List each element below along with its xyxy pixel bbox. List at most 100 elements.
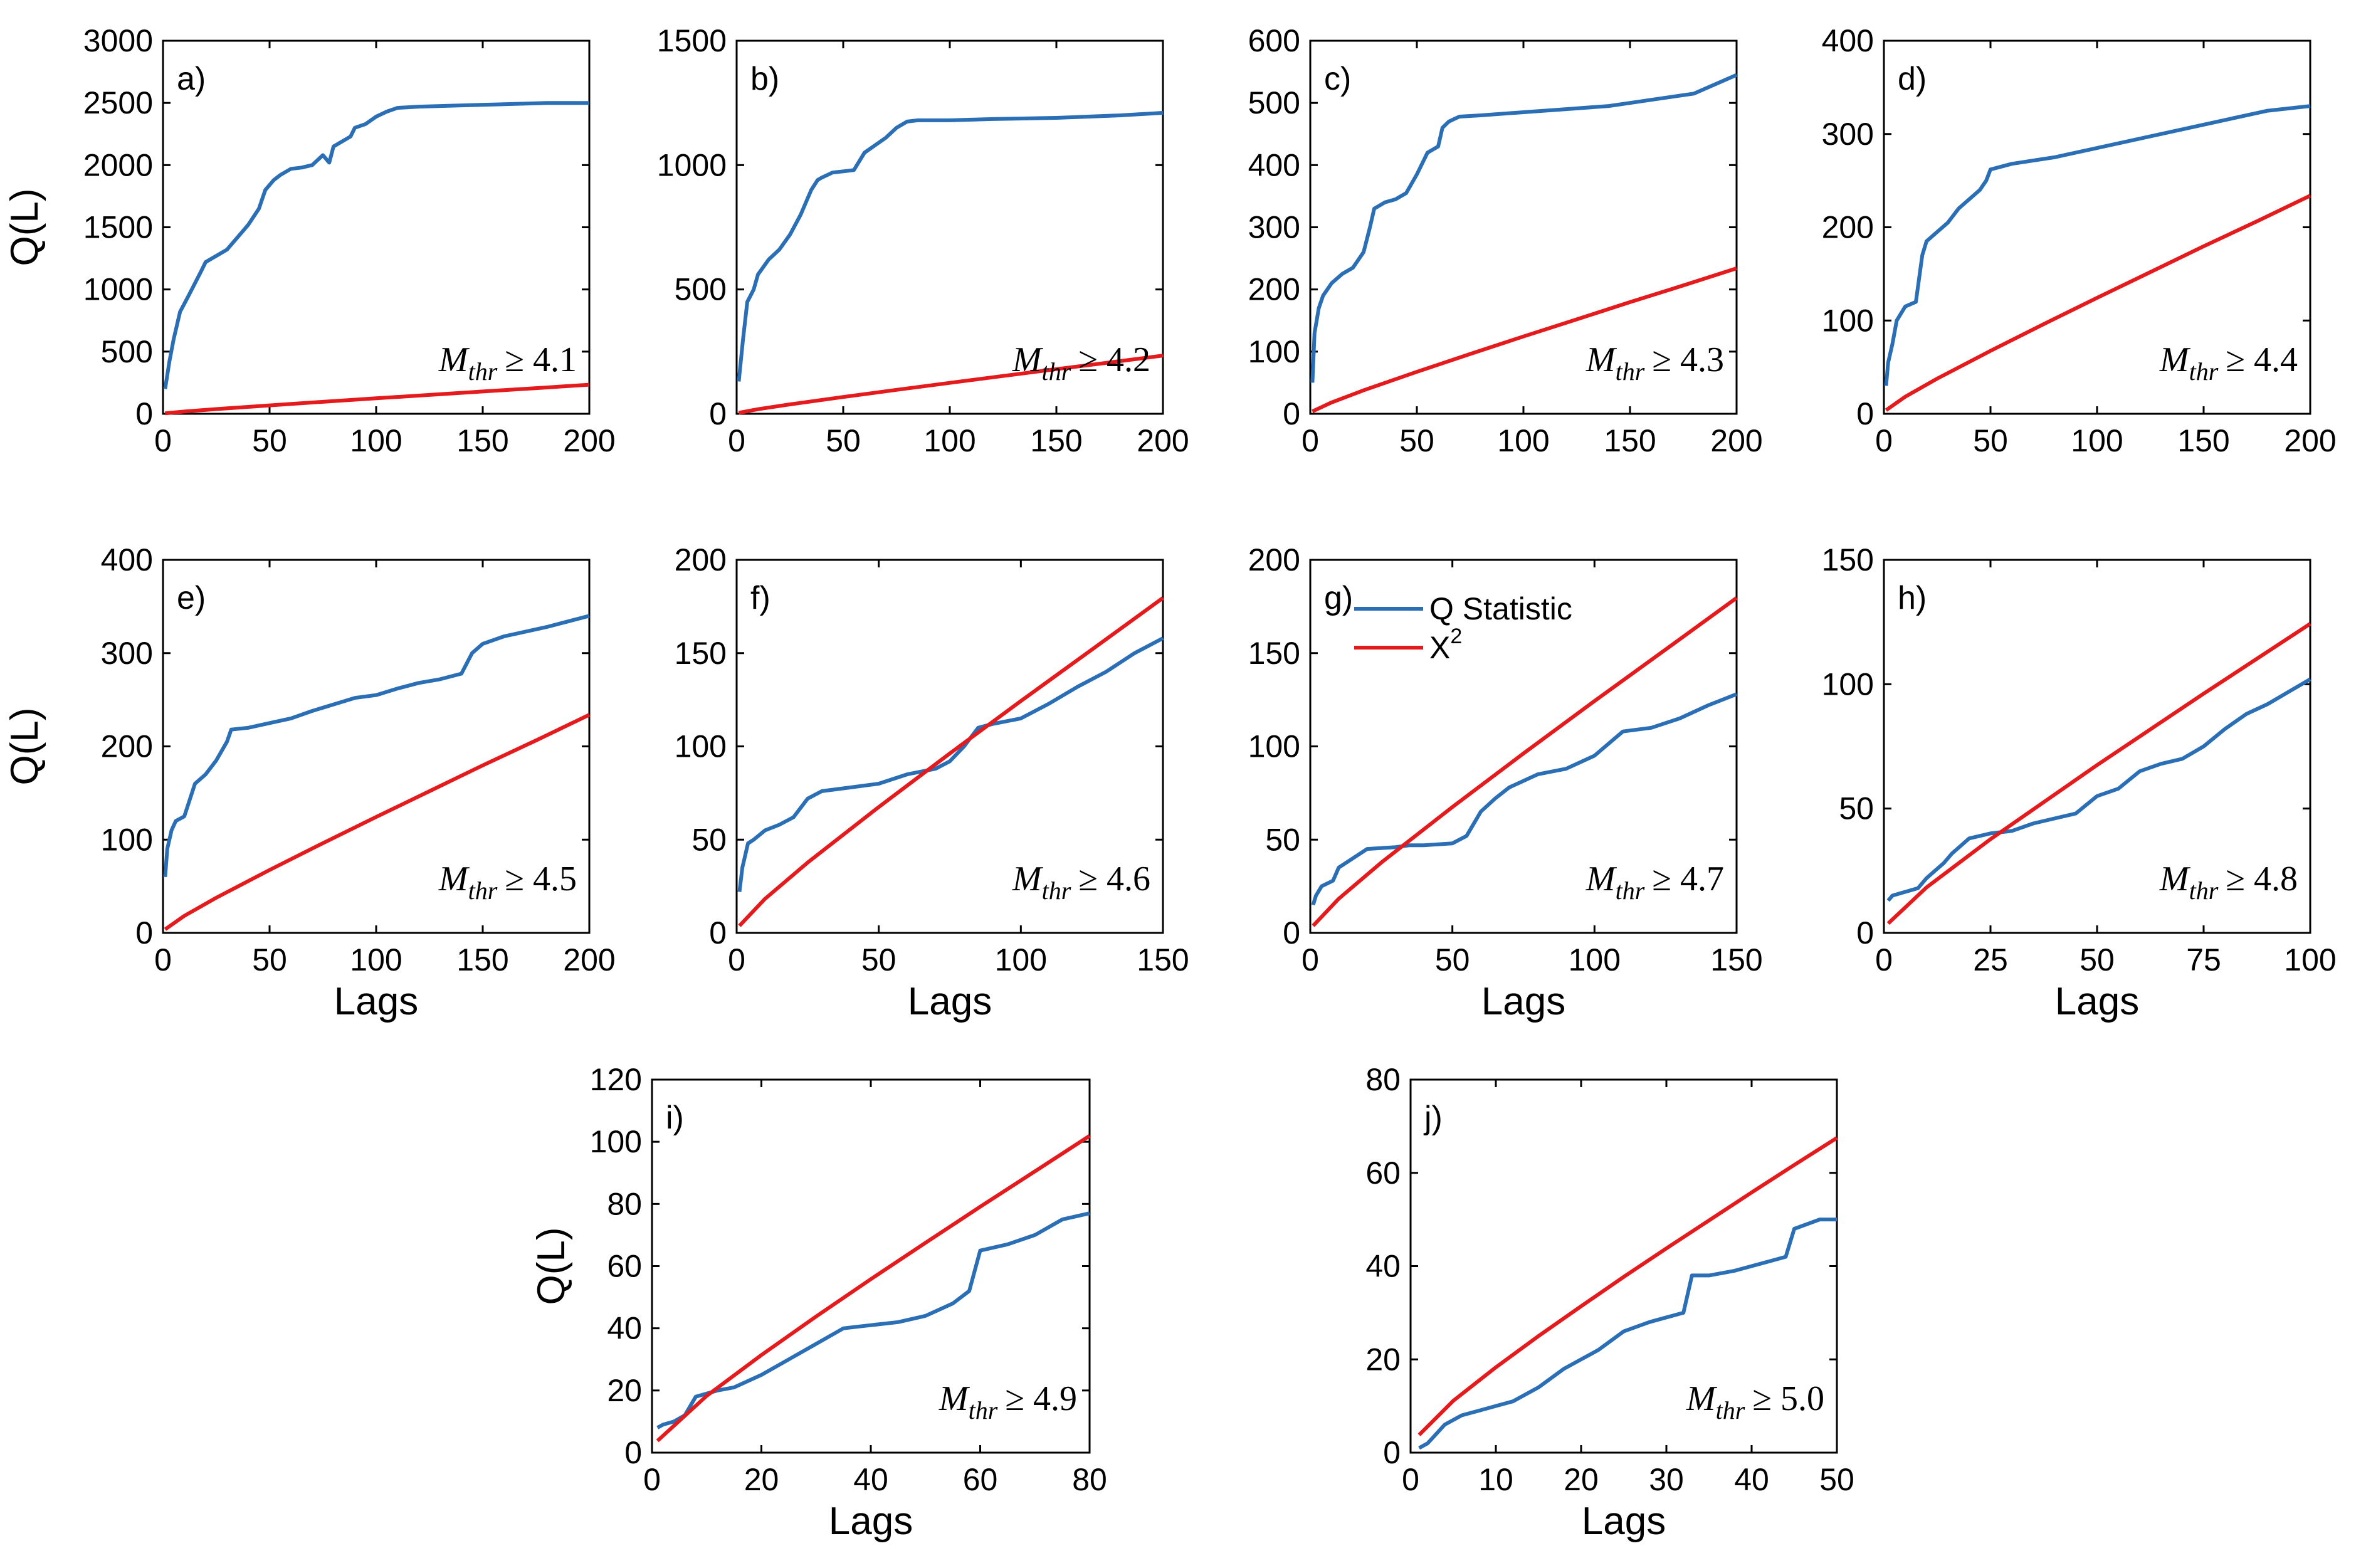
y-tick-label: 0 [709, 396, 727, 431]
x-tick-label: 25 [1973, 942, 2008, 977]
y-tick-label: 100 [1822, 303, 1874, 338]
panel-j: 0 10 20 30 40 50 0 20 40 60 80 Lags j) Mthr ≥ 5.0 [1365, 1062, 1854, 1543]
x-tick-label: 100 [923, 423, 975, 458]
x-tick-label: 0 [1301, 423, 1319, 458]
x-tick-label: 0 [154, 423, 172, 458]
chi-square-line [1312, 266, 1737, 413]
x-tick-label: 150 [456, 423, 508, 458]
y-tick-label: 0 [624, 1435, 642, 1470]
x-tick-label: 0 [728, 423, 745, 458]
x-tick-label: 100 [350, 423, 402, 458]
panel-label: d) [1898, 61, 1927, 97]
x-axis-label: Lags [334, 980, 418, 1023]
y-tick-label: 0 [1856, 915, 1874, 950]
y-tick-label: 80 [1365, 1062, 1401, 1097]
x-tick-label: 30 [1649, 1462, 1684, 1497]
panel-label: i) [666, 1100, 684, 1136]
y-tick-label: 120 [590, 1062, 642, 1097]
q-statistic-line [163, 101, 589, 389]
y-tick-label: 500 [101, 334, 153, 369]
y-tick-label: 100 [590, 1124, 642, 1159]
x-tick-label: 200 [1137, 423, 1189, 458]
x-tick-label: 20 [1564, 1462, 1599, 1497]
panel-c: 0 50 100 150 200 0 100 200 300 400 500 600 c) Mthr ≥ 4… [1248, 23, 1763, 458]
x-tick-label: 100 [1569, 942, 1621, 977]
y-tick-label: 20 [607, 1373, 642, 1408]
panel-f: 0 50 100 150 0 50 100 150 200 Lags f) Mthr ≥ 4.6 [675, 542, 1189, 1023]
y-tick-label: 400 [1248, 147, 1300, 182]
chi-square-line [1312, 596, 1738, 927]
y-tick-label: 1000 [83, 272, 153, 307]
threshold-annotation: Mthr ≥ 4.8 [2159, 860, 2298, 905]
y-axis-label: Q(L) [3, 708, 46, 786]
y-tick-label: 300 [1248, 210, 1300, 245]
x-tick-label: 50 [252, 423, 287, 458]
q-statistic-line [1886, 677, 2311, 902]
y-tick-label: 40 [607, 1311, 642, 1346]
x-tick-label: 100 [1497, 423, 1549, 458]
x-tick-label: 150 [1604, 423, 1656, 458]
x-tick-label: 0 [728, 942, 745, 977]
threshold-annotation: Mthr ≥ 4.6 [1012, 860, 1150, 905]
x-tick-label: 200 [2284, 423, 2336, 458]
y-tick-label: 200 [101, 729, 153, 764]
chi-square-line [164, 713, 591, 931]
y-tick-label: 150 [1248, 636, 1300, 671]
threshold-annotation: Mthr ≥ 4.2 [1012, 340, 1150, 386]
x-tick-label: 75 [2186, 942, 2221, 977]
y-tick-label: 2500 [83, 85, 153, 120]
q-statistic-line [1311, 692, 1738, 906]
panel-label: f) [750, 580, 770, 616]
panel-label: a) [177, 61, 206, 97]
y-tick-label: 200 [1822, 210, 1874, 245]
y-tick-label: 300 [101, 636, 153, 671]
y-tick-label: 600 [1248, 23, 1300, 58]
y-tick-label: 0 [1856, 396, 1874, 431]
x-tick-label: 150 [2177, 423, 2229, 458]
q-statistic-line [737, 636, 1164, 892]
x-tick-label: 50 [1399, 423, 1434, 458]
q-statistic-line [1310, 73, 1738, 383]
y-axis-label: Q(L) [530, 1228, 573, 1305]
x-axis-label: Lags [829, 1500, 913, 1543]
threshold-annotation: Mthr ≥ 4.1 [438, 340, 577, 386]
x-tick-label: 50 [1435, 942, 1470, 977]
q-statistic-line [163, 614, 590, 878]
x-tick-label: 50 [252, 942, 287, 977]
x-axis-label: Lags [1582, 1500, 1666, 1543]
panel-e: 0 50 100 150 200 0 100 200 300 400 Lags Q(L) e) Mthr ≥… [3, 542, 616, 1023]
legend-x2-label: X2 [1429, 624, 1462, 665]
threshold-annotation: Mthr ≥ 4.7 [1585, 860, 1724, 905]
x-tick-label: 40 [1734, 1462, 1769, 1497]
panel-g: 0 50 100 150 0 50 100 150 200 Lags g) Mthr ≥ 4.7 [1248, 542, 1763, 1023]
y-tick-label: 150 [675, 636, 727, 671]
x-tick-label: 150 [1137, 942, 1189, 977]
chi-square-line [1886, 622, 2311, 925]
panel-label: h) [1898, 580, 1927, 616]
y-tick-label: 3000 [83, 23, 153, 58]
y-tick-label: 200 [675, 542, 727, 577]
y-tick-label: 0 [135, 915, 153, 950]
x-tick-label: 40 [853, 1462, 888, 1497]
y-tick-label: 100 [101, 822, 153, 857]
y-tick-label: 300 [1822, 117, 1874, 152]
legend-q-label: Q Statistic [1429, 591, 1572, 626]
x-tick-label: 0 [1875, 423, 1893, 458]
y-tick-label: 0 [135, 396, 153, 431]
x-tick-label: 200 [563, 423, 615, 458]
x-tick-label: 10 [1478, 1462, 1513, 1497]
x-tick-label: 100 [2284, 942, 2336, 977]
y-tick-label: 0 [1283, 915, 1300, 950]
x-tick-label: 80 [1072, 1462, 1107, 1497]
panel-label: j) [1423, 1100, 1443, 1136]
y-tick-label: 400 [1822, 23, 1874, 58]
chi-square-line [738, 354, 1164, 415]
y-tick-label: 100 [1822, 666, 1874, 702]
y-tick-label: 100 [1248, 729, 1300, 764]
chi-square-line [738, 596, 1164, 927]
y-tick-label: 0 [1283, 396, 1300, 431]
y-tick-label: 1000 [657, 147, 727, 182]
y-tick-label: 2000 [83, 147, 153, 182]
